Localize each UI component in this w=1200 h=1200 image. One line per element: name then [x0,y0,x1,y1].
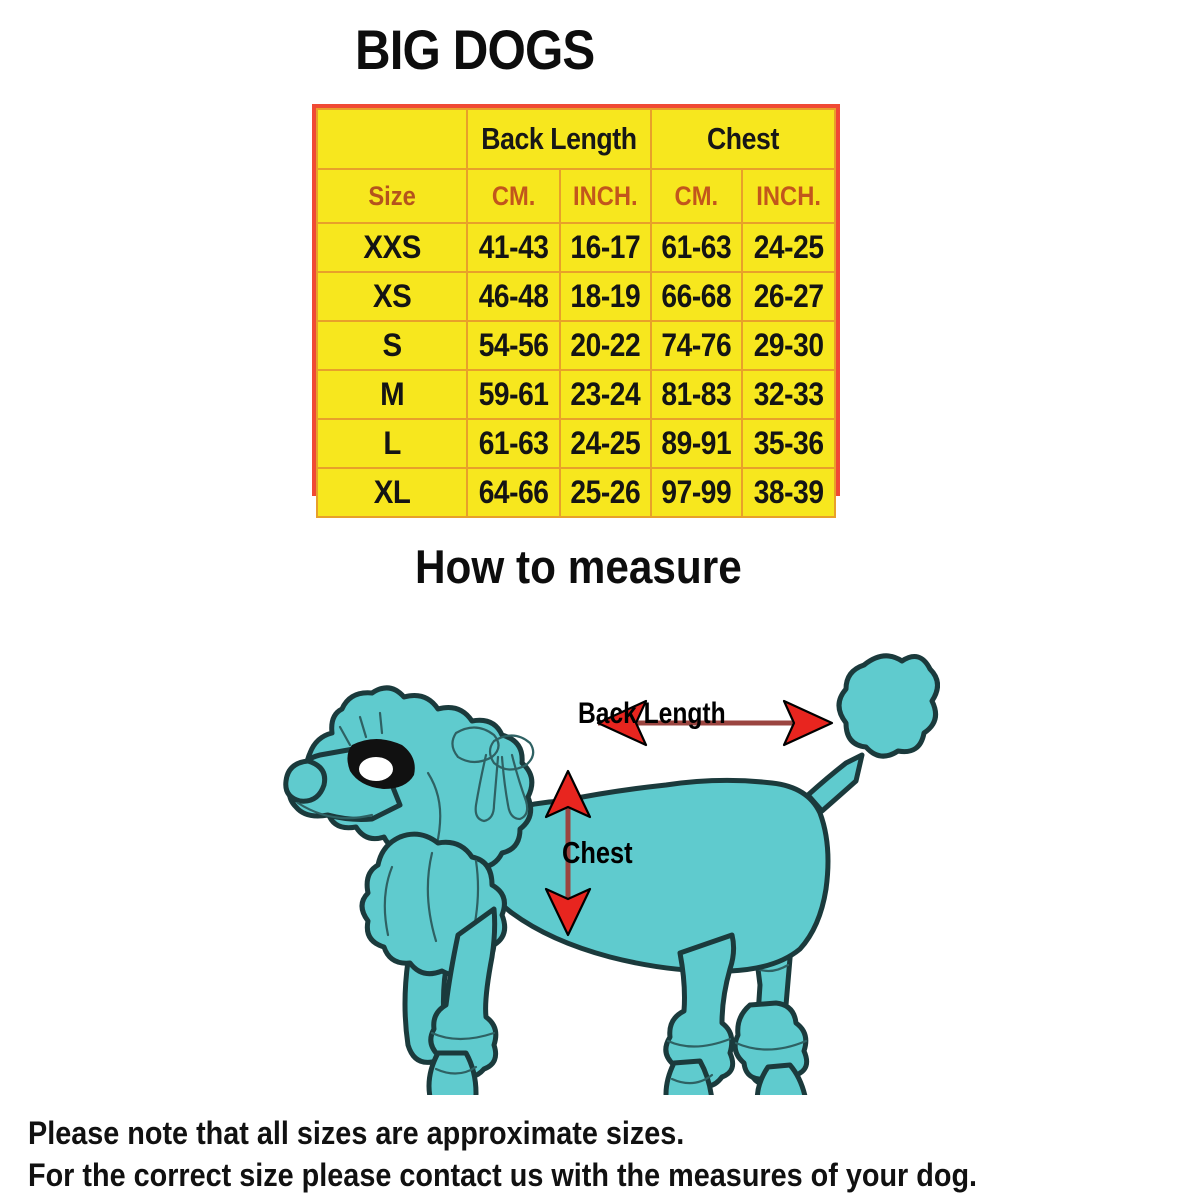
hair-bow [451,726,535,823]
cell-chest-cm: 81-83 [655,369,738,420]
cell-back-length-inch: 24-25 [565,418,647,469]
cell-size: XS [322,271,463,322]
column-group-back-length: Back Length [479,108,640,170]
cell-back-length-inch: 25-26 [565,467,647,518]
table-unit-header-row: Size CM. INCH. CM. INCH. [317,168,835,224]
cell-size: S [322,320,463,371]
back-length-measure-arrow [596,699,834,747]
dog-rear-near-leg [663,932,737,1095]
cell-chest-cm: 89-91 [655,418,738,469]
cell-back-length-cm: 61-63 [471,418,556,469]
cell-back-length-inch: 23-24 [565,369,647,420]
cell-back-length-cm: 64-66 [471,467,556,518]
page-title: BIG DOGS [355,18,595,81]
cell-chest-inch: 29-30 [746,320,831,371]
table-row: XS 46-48 18-19 66-68 26-27 [317,271,835,322]
column-header-back-length-inch: INCH. [565,168,647,224]
dog-measurement-diagram: .body { fill:#5FCBCE; stroke:#1B3A3C; st… [280,605,940,1095]
chest-label: Chest [562,835,633,870]
size-chart-table: Back Length Chest Size CM. INCH. CM. INC… [315,108,836,518]
cell-size: L [322,418,463,469]
column-header-chest-cm: CM. [655,168,738,224]
dog-rear-far-foot [732,1000,810,1095]
column-header-back-length-cm: CM. [471,168,556,224]
cell-chest-cm: 66-68 [655,271,738,322]
table-row: XL 64-66 25-26 97-99 38-39 [317,467,835,518]
dog-body [469,777,831,974]
table-corner-cell [315,108,469,170]
cell-size: XL [322,467,463,518]
footer-note: Please note that all sizes are approxima… [28,1112,1077,1196]
cell-chest-inch: 35-36 [746,418,831,469]
table-row: XXS 41-43 16-17 61-63 24-25 [317,222,835,273]
how-to-measure-heading: How to measure [415,540,742,593]
cell-back-length-inch: 16-17 [565,222,647,273]
cell-back-length-inch: 18-19 [565,271,647,322]
table-row: S 54-56 20-22 74-76 29-30 [317,320,835,371]
cell-chest-cm: 97-99 [655,467,738,518]
column-header-size: Size [325,168,460,224]
table-group-header-row: Back Length Chest [315,108,835,170]
column-header-chest-inch: INCH. [746,168,831,224]
cell-back-length-cm: 41-43 [471,222,556,273]
cell-back-length-inch: 20-22 [565,320,647,371]
cell-chest-cm: 74-76 [655,320,738,371]
cell-chest-inch: 24-25 [746,222,831,273]
dog-tail [805,653,940,814]
cell-back-length-cm: 54-56 [471,320,556,371]
footer-note-line-1: Please note that all sizes are approxima… [28,1115,685,1151]
size-chart-table-container: Back Length Chest Size CM. INCH. CM. INC… [312,104,840,518]
cell-chest-inch: 38-39 [746,467,831,518]
table-row: L 61-63 24-25 89-91 35-36 [317,418,835,469]
back-length-label: Back Length [578,697,726,730]
chest-measure-arrow [544,769,592,937]
table-row: M 59-61 23-24 81-83 32-33 [317,369,835,420]
cell-back-length-cm: 46-48 [471,271,556,322]
cell-chest-cm: 61-63 [655,222,738,273]
column-header-size-label: Size [368,180,416,211]
dog-front-near-leg [426,906,499,1095]
cell-size: XXS [322,222,463,273]
cell-size: M [322,369,463,420]
cell-chest-inch: 26-27 [746,271,831,322]
cell-back-length-cm: 59-61 [471,369,556,420]
cell-chest-inch: 32-33 [746,369,831,420]
column-group-chest: Chest [663,108,823,170]
footer-note-line-2: For the correct size please contact us w… [28,1157,978,1193]
